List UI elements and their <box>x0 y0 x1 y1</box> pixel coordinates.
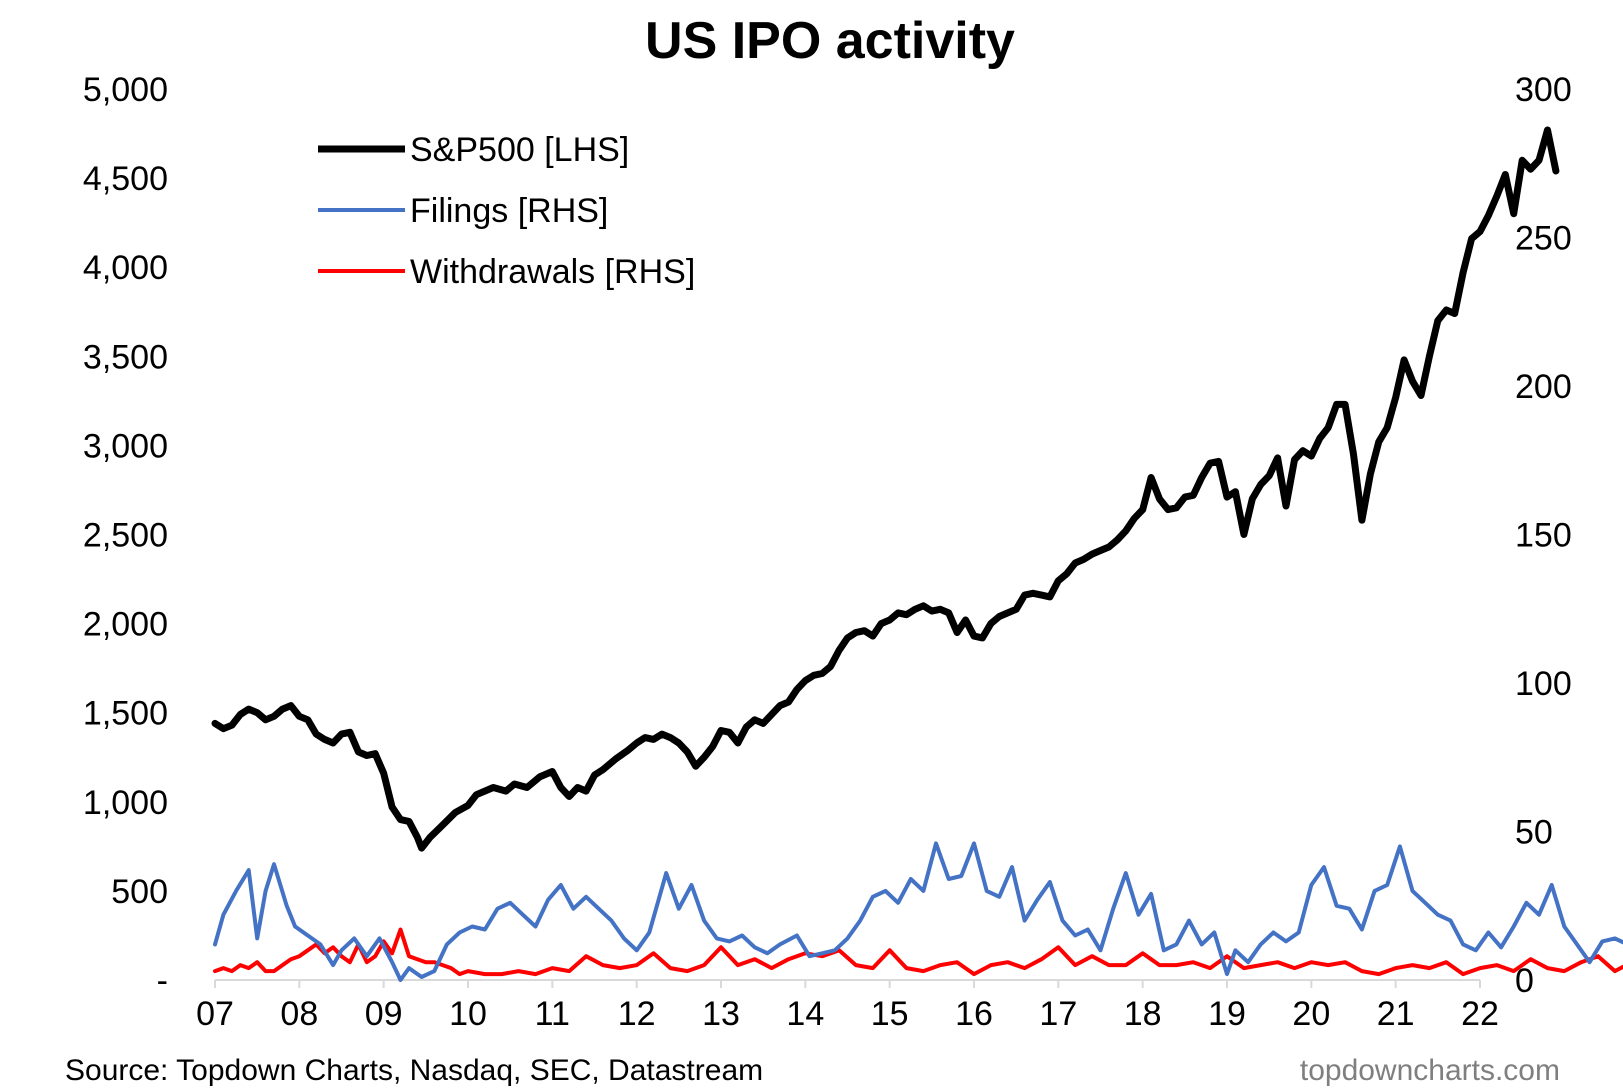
x-tick-label: 21 <box>1377 995 1415 1033</box>
left-tick-label: 4,000 <box>83 249 168 287</box>
x-tick-label: 17 <box>1039 995 1077 1033</box>
left-tick-label: 1,000 <box>83 784 168 822</box>
left-tick-label: 4,500 <box>83 160 168 198</box>
left-tick-label: 500 <box>111 873 168 911</box>
left-tick-label: 3,500 <box>83 338 168 376</box>
x-tick-label: 07 <box>196 995 234 1033</box>
x-tick-label: 09 <box>365 995 403 1033</box>
right-tick-label: 150 <box>1515 517 1572 555</box>
left-tick-label: 5,000 <box>83 71 168 109</box>
x-tick-label: 18 <box>1124 995 1162 1033</box>
series-line-sp500 <box>211 126 1560 852</box>
watermark: topdowncharts.com <box>1300 1054 1560 1087</box>
x-tick-label: 16 <box>955 995 993 1033</box>
x-tick-label: 10 <box>449 995 487 1033</box>
right-tick-label: 100 <box>1515 665 1572 703</box>
x-tick-label: 11 <box>535 995 570 1033</box>
x-tick-label: 12 <box>618 995 656 1033</box>
legend-item-filings: Filings [RHS] <box>318 192 608 230</box>
left-tick-label: 2,000 <box>83 606 168 644</box>
series-line-filings <box>213 841 1623 982</box>
left-tick-label: 1,500 <box>83 695 168 733</box>
x-tick-label: 20 <box>1292 995 1330 1033</box>
x-tick-label: 22 <box>1461 995 1499 1033</box>
left-tick-label: 2,500 <box>83 517 168 555</box>
legend-item-withdrawals: Withdrawals [RHS] <box>318 253 695 291</box>
x-tick-label: 14 <box>786 995 824 1033</box>
series-line-withdrawals <box>213 927 1623 977</box>
right-tick-label: 300 <box>1515 71 1572 109</box>
left-tick-label: - <box>157 962 168 1000</box>
legend: S&P500 [LHS] Filings [RHS] Withdrawals [… <box>318 131 695 291</box>
legend-label-withdrawals: Withdrawals [RHS] <box>410 253 695 291</box>
right-tick-label: 250 <box>1515 220 1572 258</box>
left-tick-label: 3,000 <box>83 427 168 465</box>
legend-item-sp500: S&P500 [LHS] <box>318 131 629 169</box>
source-note: Source: Topdown Charts, Nasdaq, SEC, Dat… <box>65 1054 763 1087</box>
right-tick-label: 0 <box>1515 962 1534 1000</box>
x-tick-label: 15 <box>871 995 909 1033</box>
x-tick-label: 08 <box>280 995 318 1033</box>
right-axis-ticks: 0 50 100 150 200 250 300 <box>1515 71 1572 1000</box>
x-tick-label: 19 <box>1208 995 1246 1033</box>
series-layer <box>211 126 1623 982</box>
x-tick-label: 13 <box>702 995 740 1033</box>
x-axis-ticks: 07 08 09 10 11 12 13 14 15 16 17 18 19 20 21 22 <box>196 980 1499 1033</box>
right-tick-label: 50 <box>1515 814 1553 852</box>
chart-title: US IPO activity <box>645 12 1015 70</box>
legend-label-filings: Filings [RHS] <box>410 192 608 230</box>
right-tick-label: 200 <box>1515 368 1572 406</box>
legend-label-sp500: S&P500 [LHS] <box>410 131 629 169</box>
left-axis-ticks: - 500 1,000 1,500 2,000 2,500 3,000 3,500 4,000 4… <box>83 71 168 1000</box>
